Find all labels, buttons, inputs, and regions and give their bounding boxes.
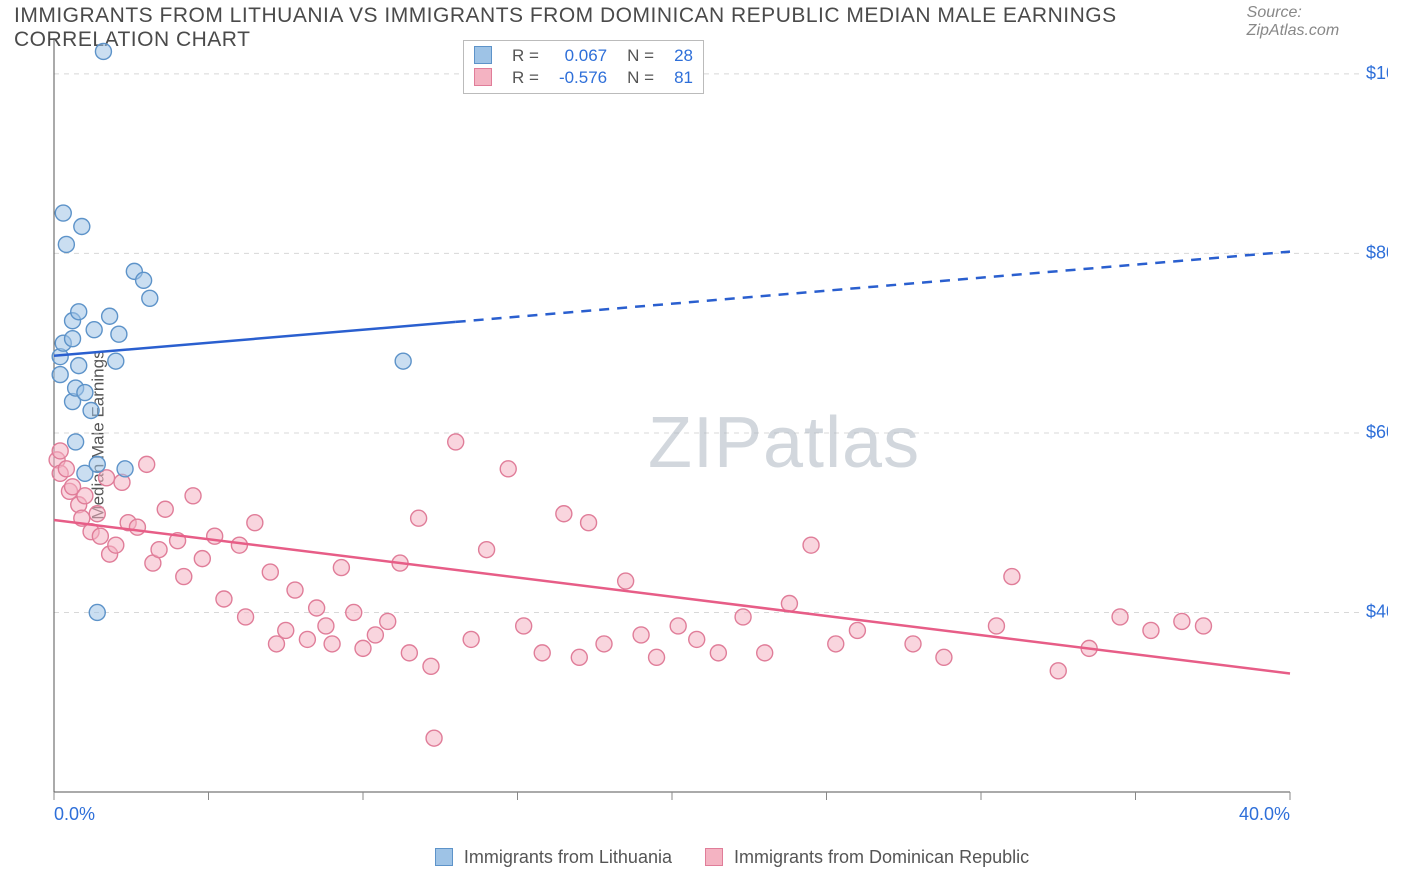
svg-text:0.0%: 0.0% [54, 804, 95, 824]
svg-text:40.0%: 40.0% [1239, 804, 1290, 824]
svg-text:$40,000: $40,000 [1366, 601, 1388, 621]
legend-swatch-a [435, 848, 453, 866]
scatter-plot-svg: $40,000 $60,000 $80,000 $100,000 0.0% 40.0% [48, 32, 1388, 838]
svg-text:$100,000: $100,000 [1366, 63, 1388, 83]
legend-swatch-b [705, 848, 723, 866]
plot-area: Median Male Earnings $40,000$60,000$80,0… [48, 32, 1388, 838]
legend-label-b: Immigrants from Dominican Republic [734, 847, 1029, 867]
legend-label-a: Immigrants from Lithuania [464, 847, 672, 867]
series-legend: Immigrants from Lithuania Immigrants fro… [48, 847, 1388, 868]
svg-text:$60,000: $60,000 [1366, 422, 1388, 442]
correlation-legend: R =0.067N =28R =-0.576N =81 [463, 40, 704, 94]
svg-text:$80,000: $80,000 [1366, 242, 1388, 262]
